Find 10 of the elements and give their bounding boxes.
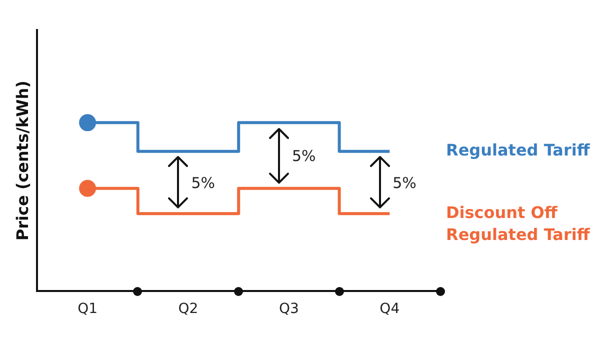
x-tick-label: Q3 xyxy=(278,301,299,318)
text: Regulated Tariff xyxy=(446,140,591,160)
annotation: 5% xyxy=(191,174,216,192)
annotation: 5% xyxy=(292,146,316,165)
annotation: 5% xyxy=(392,174,416,192)
x-tick-label: Q2 xyxy=(178,301,198,318)
text: Discount Off Regulated Tariff xyxy=(446,202,591,244)
y-axis-title: Price (cents/kWh) xyxy=(12,80,32,241)
x-tick-label: Q1 xyxy=(78,301,98,318)
x-tick-label: Q4 xyxy=(380,301,400,318)
